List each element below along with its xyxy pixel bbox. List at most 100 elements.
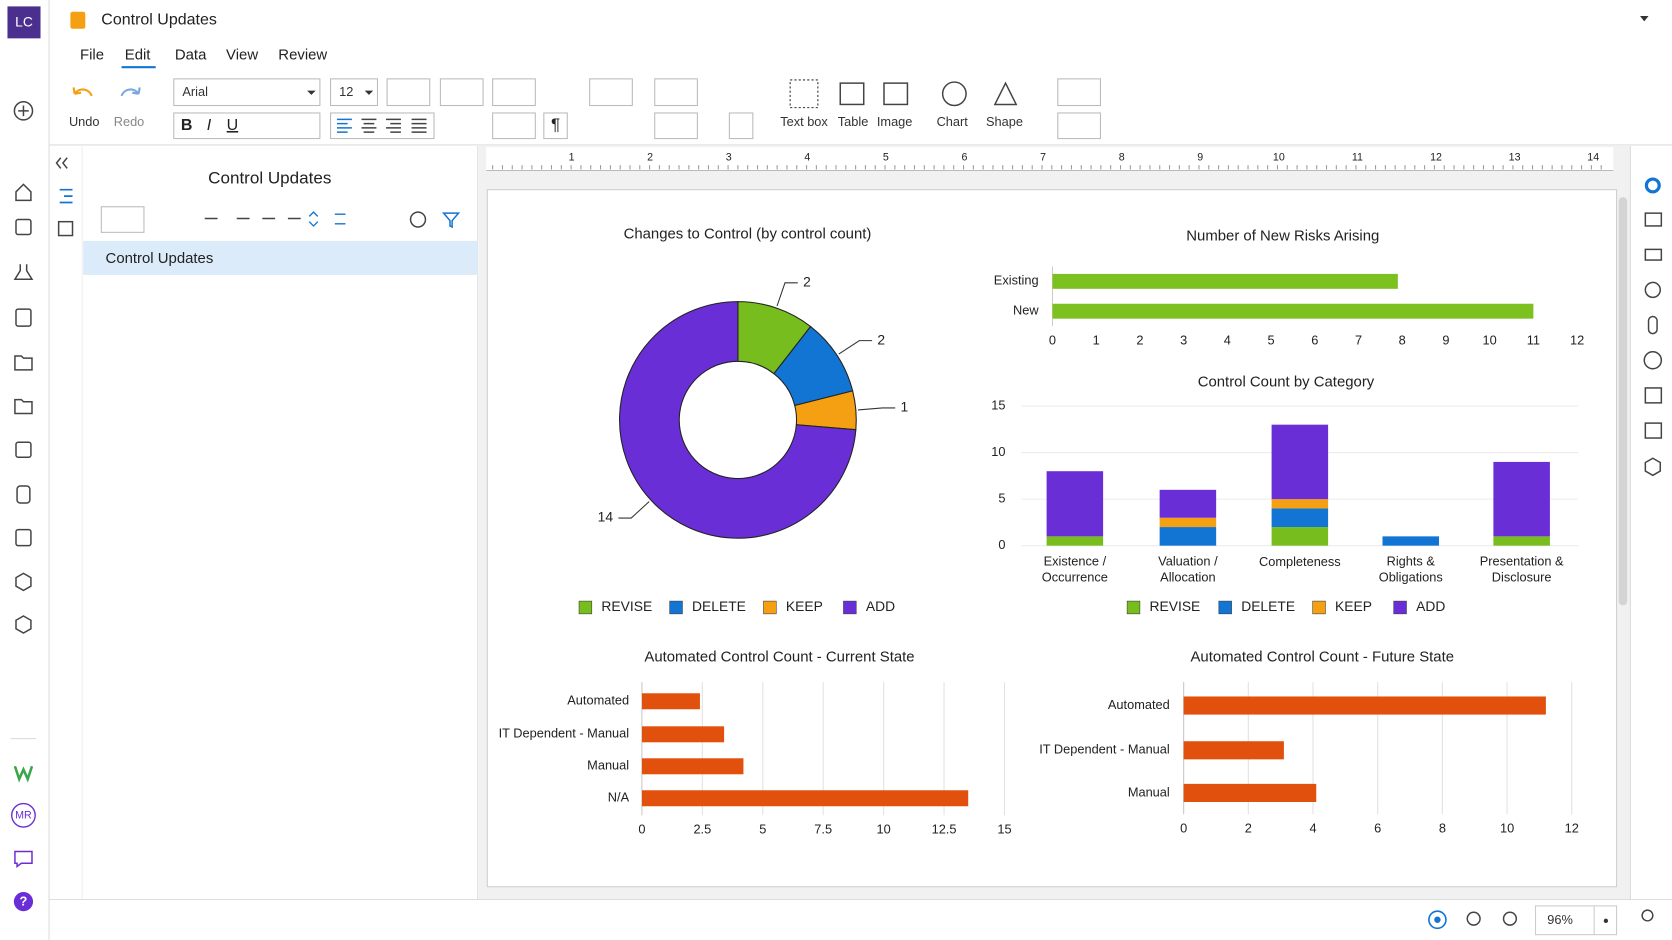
- data-label: 14: [598, 509, 614, 525]
- bullets[interactable]: [492, 112, 536, 140]
- fit-icon[interactable]: [1428, 910, 1447, 930]
- x-tick-label: 11: [1527, 332, 1540, 347]
- check-doc-icon[interactable]: [15, 528, 32, 547]
- menu-item[interactable]: View: [226, 46, 258, 63]
- outline-move[interactable]: [308, 211, 346, 227]
- tag-icon[interactable]: [1644, 248, 1663, 261]
- sidebar-item[interactable]: Control Updates: [106, 250, 214, 267]
- chart-icon[interactable]: [941, 81, 967, 107]
- x-tick-label: 12.5: [932, 822, 957, 837]
- legend-swatch: [578, 600, 593, 615]
- x-tick-label: Rights & Obligations: [1379, 554, 1443, 585]
- scrollbar[interactable]: [1618, 197, 1628, 606]
- filter-clear[interactable]: [409, 211, 427, 228]
- justify-icon[interactable]: [411, 118, 427, 133]
- history-icon[interactable]: [1644, 281, 1662, 299]
- clear-format[interactable]: [386, 78, 431, 107]
- help-glyph: ?: [20, 894, 28, 909]
- folder-icon[interactable]: [14, 355, 33, 371]
- filter-icon[interactable]: [441, 212, 461, 229]
- chat-icon[interactable]: [14, 850, 33, 868]
- bar-segment: [1159, 517, 1217, 528]
- leader-line: [618, 501, 650, 519]
- spacing[interactable]: [589, 78, 633, 107]
- home-icon[interactable]: [15, 183, 32, 202]
- clipboard-icon[interactable]: [15, 308, 32, 327]
- redo-icon[interactable]: [120, 87, 141, 97]
- comments-icon[interactable]: [1644, 212, 1663, 227]
- zoom-in[interactable]: [1502, 911, 1518, 926]
- pages-icon[interactable]: [1644, 387, 1663, 404]
- undo-label[interactable]: Undo: [69, 114, 100, 129]
- image-icon[interactable]: [883, 82, 909, 106]
- bold-glyph[interactable]: B: [181, 117, 193, 134]
- line-color[interactable]: [654, 112, 698, 140]
- report-icon[interactable]: [15, 441, 32, 458]
- account-icon[interactable]: [1641, 909, 1654, 922]
- bar: [1183, 696, 1546, 715]
- list-format[interactable]: [492, 78, 536, 107]
- cube-icon[interactable]: [15, 572, 32, 592]
- settings-icon[interactable]: [1644, 177, 1661, 194]
- w-icon[interactable]: [13, 765, 34, 783]
- lab-icon[interactable]: [13, 264, 34, 280]
- font-select[interactable]: [173, 78, 321, 107]
- pilcrow[interactable]: [543, 112, 568, 140]
- help-icon[interactable]: [13, 892, 34, 912]
- outline-icon[interactable]: [59, 188, 73, 204]
- align-group[interactable]: [330, 112, 435, 140]
- x-tick-label: 4: [1309, 821, 1316, 836]
- insert-label[interactable]: Table: [838, 114, 869, 129]
- insert-label[interactable]: Shape: [986, 114, 1023, 129]
- insert-label[interactable]: Image: [877, 114, 913, 129]
- calendar-icon[interactable]: [15, 218, 32, 236]
- logo[interactable]: [7, 6, 41, 39]
- redo-label[interactable]: Redo: [114, 114, 145, 129]
- legend-swatch: [669, 600, 683, 615]
- table-icon[interactable]: [839, 82, 865, 106]
- attach-icon[interactable]: [1647, 315, 1658, 335]
- menu-item[interactable]: File: [80, 46, 104, 63]
- window-menu-caret[interactable]: [1640, 15, 1649, 22]
- fill-color[interactable]: [654, 78, 698, 107]
- style-group[interactable]: [173, 112, 321, 140]
- paint-format[interactable]: [439, 78, 484, 107]
- align-left-icon[interactable]: [336, 118, 352, 133]
- insert-label[interactable]: Text box: [780, 114, 828, 129]
- cube-icon-r[interactable]: [1644, 457, 1662, 477]
- notes-icon[interactable]: [57, 220, 74, 237]
- user-badge-text: MR: [15, 810, 32, 822]
- undo-icon[interactable]: [72, 87, 93, 97]
- align-center-icon[interactable]: [361, 118, 377, 133]
- zoom-out[interactable]: [1466, 911, 1481, 926]
- y-tick-label: Manual: [1128, 784, 1170, 799]
- menu-item[interactable]: Data: [175, 46, 207, 63]
- align-objects[interactable]: [1057, 112, 1101, 140]
- italic-glyph[interactable]: I: [207, 117, 212, 134]
- pilcrow-glyph: ¶: [551, 115, 560, 134]
- collapse-icon[interactable]: [55, 157, 68, 169]
- format-painter[interactable]: [728, 112, 754, 140]
- nav-icons: ?: [10, 183, 37, 912]
- check-icon[interactable]: [1643, 350, 1663, 370]
- underline-glyph[interactable]: U: [227, 117, 239, 134]
- x-tick-label: 0: [1180, 821, 1187, 836]
- db-icon[interactable]: [16, 485, 31, 504]
- align-right-icon[interactable]: [386, 118, 401, 133]
- selected-row[interactable]: [83, 240, 478, 275]
- insert-label[interactable]: Chart: [937, 114, 969, 129]
- arrange[interactable]: [1057, 78, 1101, 107]
- folder-search-icon[interactable]: [14, 398, 33, 415]
- add-icon[interactable]: [13, 101, 34, 121]
- outline-add[interactable]: [100, 206, 145, 233]
- shape-icon[interactable]: [993, 81, 1018, 106]
- doc-settings-icon[interactable]: [1644, 422, 1663, 439]
- menu-item[interactable]: Edit: [125, 46, 152, 63]
- menu-item[interactable]: Review: [278, 46, 327, 63]
- format-buttons: B I U ¶: [173, 78, 1101, 140]
- zoom-box[interactable]: [1534, 905, 1618, 936]
- user-badge[interactable]: [11, 802, 36, 828]
- cube-icon-2[interactable]: [15, 615, 32, 634]
- textbox-icon[interactable]: [789, 79, 819, 109]
